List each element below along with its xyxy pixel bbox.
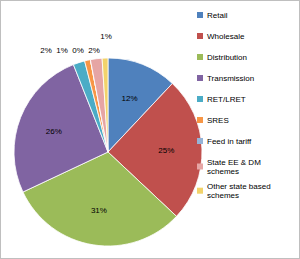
legend-swatch xyxy=(197,75,203,81)
legend-label: Transmission xyxy=(207,74,254,83)
legend-swatch xyxy=(197,138,203,144)
chart-container: 12%25%31%26%2%1%0%2%1%RetailWholesaleDis… xyxy=(0,0,300,259)
data-label: 12% xyxy=(121,94,137,103)
legend-swatch xyxy=(197,12,203,18)
legend-label: Feed in tariff xyxy=(207,137,252,146)
legend-label: State EE & DMschemes xyxy=(207,158,261,176)
legend-label: Wholesale xyxy=(207,32,245,41)
data-label: 25% xyxy=(158,146,174,155)
data-label: 1% xyxy=(100,32,112,41)
chart-frame xyxy=(1,1,300,259)
pie xyxy=(14,58,202,246)
legend-label: SRES xyxy=(207,116,229,125)
legend-swatch xyxy=(197,117,203,123)
legend-label: Retail xyxy=(207,11,228,20)
data-label: 0% xyxy=(72,46,84,55)
data-label: 2% xyxy=(40,46,52,55)
legend-swatch xyxy=(197,54,203,60)
pie-slice xyxy=(90,58,108,152)
data-label: 26% xyxy=(46,127,62,136)
legend-label: Distribution xyxy=(207,53,247,62)
chart-svg: 12%25%31%26%2%1%0%2%1%RetailWholesaleDis… xyxy=(0,0,300,259)
legend-swatch xyxy=(197,188,203,194)
data-labels: 12%25%31%26%2%1%0%2%1% xyxy=(40,32,174,215)
legend-swatch xyxy=(197,164,203,170)
legend: Retail Wholesale Distribution Transmission R… xyxy=(197,11,271,200)
legend-label: Other state basedschemes xyxy=(207,182,271,200)
legend-label: RET/LRET xyxy=(207,95,246,104)
legend-swatch xyxy=(197,96,203,102)
data-label: 31% xyxy=(91,206,107,215)
data-label: 2% xyxy=(88,46,100,55)
pie-slice xyxy=(102,58,108,152)
data-label: 1% xyxy=(56,46,68,55)
legend-swatch xyxy=(197,33,203,39)
